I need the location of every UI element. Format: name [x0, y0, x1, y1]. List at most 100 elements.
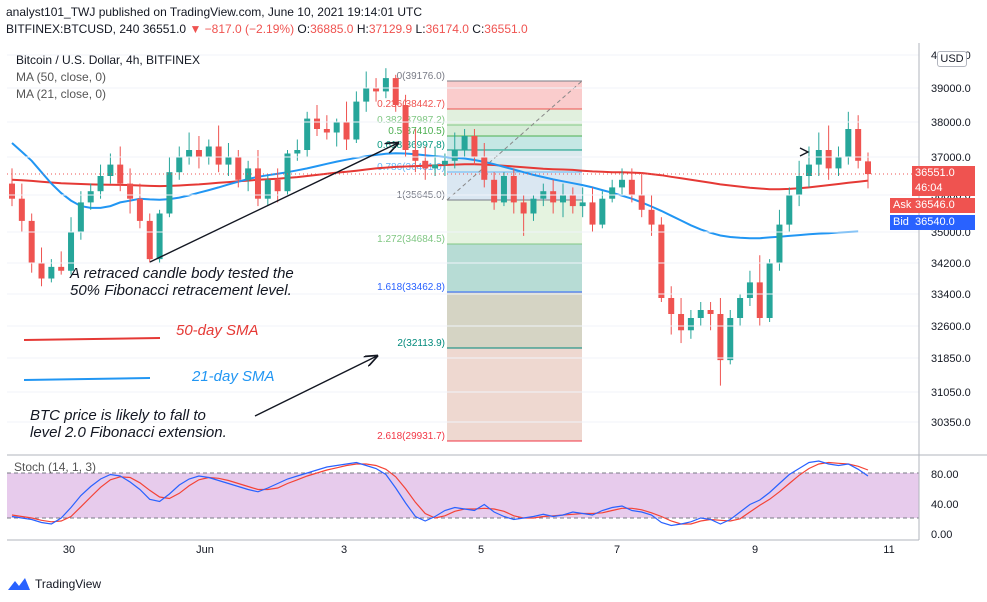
- candle-body: [264, 179, 271, 199]
- stoch-d-line: [11, 461, 869, 525]
- time-tick-label: 3: [341, 544, 347, 556]
- time-tick-label: Jun: [196, 544, 214, 556]
- candle-body: [215, 146, 222, 165]
- sma50-note: 50-day SMA: [176, 322, 259, 339]
- candle-body: [402, 105, 409, 150]
- price-tick-label: 33400.0: [931, 289, 971, 301]
- sma21-note: 21-day SMA: [192, 368, 275, 385]
- fib-level-label: 1.618(33462.8): [377, 282, 445, 293]
- candle-body: [432, 164, 439, 169]
- candle-body: [678, 314, 685, 331]
- candle-body: [343, 122, 350, 140]
- candle-body: [520, 202, 527, 214]
- annotations: [23, 143, 810, 417]
- fib-zone: [447, 81, 582, 109]
- bid-value: 36540.0: [912, 215, 975, 230]
- candle-body: [412, 150, 419, 161]
- candle-body: [68, 232, 75, 271]
- candle-body: [579, 202, 586, 207]
- retrace-arrow: [149, 143, 398, 263]
- candle-body: [235, 157, 242, 180]
- candle-body: [245, 168, 252, 180]
- price-tick-label: 38000.0: [931, 117, 971, 129]
- price-tick-label: 30350.0: [931, 417, 971, 429]
- candle-body: [461, 136, 468, 150]
- countdown-tag: 46:04: [912, 181, 975, 196]
- candle-body: [136, 198, 143, 221]
- candle-body: [333, 122, 340, 133]
- candle-body: [481, 157, 488, 180]
- candle-body: [510, 176, 517, 203]
- tradingview-logo[interactable]: TradingView: [7, 576, 101, 592]
- candle-body: [737, 298, 744, 318]
- candle-body: [314, 118, 321, 129]
- fib-zone: [447, 348, 582, 441]
- candle-body: [855, 129, 862, 161]
- candle-body: [530, 198, 537, 214]
- candle-body: [176, 157, 183, 173]
- candle-body: [205, 146, 212, 157]
- time-tick-label: 7: [614, 544, 620, 556]
- candle-body: [274, 179, 281, 192]
- fib-zone: [447, 109, 582, 125]
- candle-body: [195, 150, 202, 157]
- candle-body: [599, 198, 606, 225]
- price-tick-label: 37000.0: [931, 152, 971, 164]
- low-label: L:: [415, 22, 426, 36]
- candle-body: [717, 314, 724, 361]
- candle-body: [845, 129, 852, 157]
- fib-level-label: 0.618(36997.8): [377, 140, 445, 151]
- candle-body: [697, 310, 704, 318]
- fib-level-label: 1.272(34684.5): [377, 234, 445, 245]
- price-tick-label: 32600.0: [931, 321, 971, 333]
- candle-body: [786, 195, 793, 225]
- stoch-tick-label: 0.00: [931, 529, 952, 541]
- candle-body: [471, 136, 478, 157]
- close-label: C:: [472, 22, 485, 36]
- fib-level-label: 2.618(29931.7): [377, 431, 445, 442]
- candle-body: [186, 150, 193, 157]
- stoch-tick-label: 40.00: [931, 499, 959, 511]
- last-price: 36551.0: [142, 22, 187, 36]
- candle-body: [648, 209, 655, 225]
- candle-body: [835, 157, 842, 169]
- currency-button[interactable]: USD: [937, 51, 967, 67]
- close-value: 36551.0: [484, 22, 528, 36]
- bid-label: Bid: [890, 215, 914, 230]
- price-tick-label: 31850.0: [931, 353, 971, 365]
- fib-zone: [447, 200, 582, 244]
- candle-body: [619, 179, 626, 188]
- candle-body: [392, 78, 399, 105]
- candle-body: [422, 160, 429, 169]
- time-tick-label: 11: [883, 544, 894, 556]
- candle-body: [658, 224, 665, 298]
- candle-body: [638, 195, 645, 210]
- fib-trend-line: [446, 80, 583, 201]
- fib-level-label: 0.786(36401.0): [377, 162, 445, 173]
- candle-body: [805, 164, 812, 176]
- price-tick-label: 39000.0: [931, 83, 971, 95]
- ask-value: 36546.0: [912, 198, 975, 213]
- current-price-tag: 36551.0: [912, 166, 975, 181]
- stochastic-pane[interactable]: 80.00 40.00 0.00: [7, 460, 959, 541]
- candle-body: [363, 88, 370, 102]
- fib-level-label: 0(39176.0): [397, 71, 445, 82]
- candle-body: [628, 179, 635, 195]
- fib-zone: [447, 244, 582, 292]
- time-tick-label: 5: [478, 544, 484, 556]
- candle-body: [825, 150, 832, 169]
- candle-body: [766, 263, 773, 318]
- candle-body: [38, 263, 45, 279]
- chart-title-legend: Bitcoin / U.S. Dollar, 4h, BITFINEX: [16, 53, 201, 67]
- ma50-line: [11, 163, 869, 191]
- retrace-note-line2: 50% Fibonacci retracement level.: [70, 282, 292, 299]
- candle-body: [756, 282, 763, 318]
- candle-body: [865, 161, 871, 175]
- fib-zone: [447, 125, 582, 136]
- btc-note-line2: level 2.0 Fibonacci extension.: [30, 424, 227, 441]
- fib-level-label: 0.236(38442.7): [377, 99, 445, 110]
- fib-zone: [447, 136, 582, 150]
- candle-body: [491, 179, 498, 203]
- candle-body: [97, 176, 104, 192]
